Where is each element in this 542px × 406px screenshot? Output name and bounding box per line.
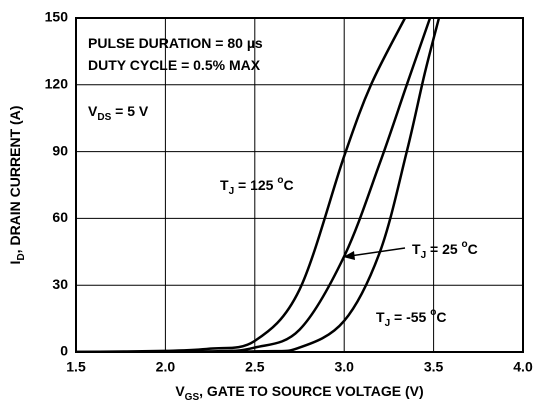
text-part: , DRAIN CURRENT (A) — [7, 106, 23, 254]
y-tick-label: 150 — [45, 9, 69, 25]
y-axis-label: ID, DRAIN CURRENT (A) — [7, 106, 27, 265]
text-part: D — [16, 253, 27, 260]
plot-frame — [75, 17, 524, 353]
x-axis-label: VGS, GATE TO SOURCE VOLTAGE (V) — [175, 383, 423, 403]
text-part: C — [436, 309, 446, 325]
text-part: T — [376, 309, 385, 325]
y-tick-label: 0 — [60, 343, 68, 359]
y-tick-label: 90 — [52, 142, 68, 158]
text-part: J — [385, 318, 391, 329]
text-part: o — [277, 175, 283, 186]
y-tick-label: 120 — [45, 76, 69, 92]
annotation: TJ = 25 oC — [412, 239, 478, 261]
arrow-line — [349, 247, 406, 257]
x-tick-label: 3.5 — [424, 359, 444, 375]
text-part: C — [283, 177, 293, 193]
x-tick-label: 2.0 — [156, 359, 176, 375]
text-part: GS — [185, 392, 200, 403]
arrow-head — [343, 251, 355, 260]
text-part: J — [229, 186, 235, 197]
x-tick-label: 2.5 — [245, 359, 265, 375]
text-part: = 125 — [234, 177, 277, 193]
x-tick-label: 3.0 — [334, 359, 354, 375]
annotation: VDS = 5 V — [88, 103, 149, 123]
text-part: DS — [97, 112, 111, 123]
text-part: T — [412, 241, 421, 257]
text-part: PULSE DURATION = 80 µs — [88, 35, 263, 51]
text-part: C — [468, 241, 478, 257]
text-part: V — [88, 103, 98, 119]
text-part: I — [7, 261, 23, 265]
text-part: T — [220, 177, 229, 193]
annotation: DUTY CYCLE = 0.5% MAX — [88, 57, 261, 73]
text-part: = -55 — [390, 309, 430, 325]
text-part: J — [421, 250, 427, 261]
text-part: o — [462, 239, 468, 250]
y-tick-label: 60 — [52, 209, 68, 225]
annotation: TJ = -55 oC — [376, 307, 446, 329]
text-part: , GATE TO SOURCE VOLTAGE (V) — [199, 383, 424, 399]
text-part: DUTY CYCLE = 0.5% MAX — [88, 57, 261, 73]
text-part: o — [430, 307, 436, 318]
curve — [76, 17, 441, 353]
x-tick-label: 1.5 — [66, 359, 86, 375]
annotation: PULSE DURATION = 80 µs — [88, 35, 263, 51]
x-tick-label: 4.0 — [513, 359, 533, 375]
annotation: TJ = 125 oC — [220, 175, 294, 197]
text-part: = 25 — [426, 241, 461, 257]
text-part: V — [175, 383, 185, 399]
text-part: = 5 V — [111, 103, 149, 119]
y-tick-label: 30 — [52, 276, 68, 292]
